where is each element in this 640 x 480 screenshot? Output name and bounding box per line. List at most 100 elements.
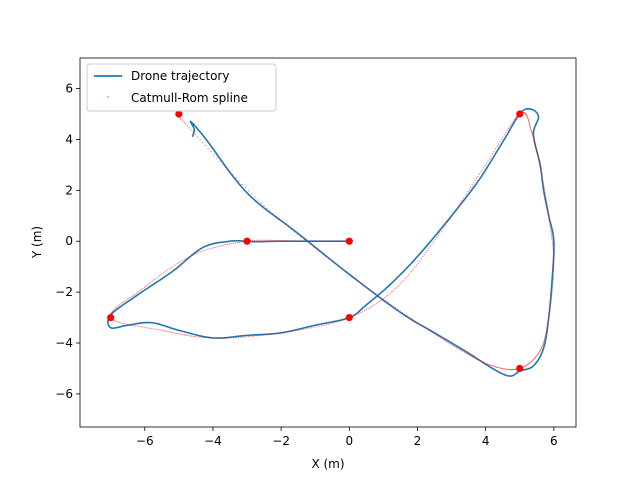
spline-point [420,258,422,260]
spline-point [231,243,233,245]
spline-point [496,145,498,148]
spline-point [328,258,330,260]
spline-point [281,240,283,242]
spline-point [235,336,237,339]
spline-point [145,285,147,287]
spline-point [148,327,150,329]
spline-point [264,239,267,241]
spline-point [319,251,321,253]
spline-point [367,308,369,310]
spline-point [444,340,446,342]
spline-point [112,310,114,312]
spline-point [551,237,553,239]
spline-point [118,321,120,324]
spline-point [297,240,299,242]
spline-point [477,359,479,361]
spline-point [229,243,231,245]
spline-point [222,163,224,166]
spline-point [465,352,467,354]
spline-point [543,339,546,341]
spline-point [529,125,531,128]
spline-point [382,298,385,300]
spline-point [538,351,540,354]
spline-point [534,356,537,359]
spline-point [362,283,364,286]
spline-point [542,179,544,181]
spline-point [476,358,478,360]
spline-point [541,176,543,178]
spline-point [455,346,457,349]
spline-point [531,133,534,135]
spline-point [406,314,408,317]
spline-point [273,333,275,335]
spline-point [473,182,475,184]
spline-point [189,335,191,337]
spline-point [435,334,437,336]
spline-point [539,163,541,166]
spline-point [294,231,296,233]
spline-point [441,338,443,340]
spline-point [553,256,555,258]
spline-point [453,345,455,347]
spline-point [162,272,165,274]
spline-point [375,303,377,305]
spline-point [464,195,466,197]
spline-point [543,342,545,344]
spline-point [434,238,436,241]
spline-point [152,280,154,282]
spline-point [548,315,550,317]
spline-point [433,241,435,243]
spline-point [408,316,410,318]
spline-point [209,248,211,250]
spline-point [536,354,538,356]
spline-point [380,299,382,302]
x-tick-label: −2 [272,434,290,448]
waypoint-markers [107,110,524,373]
spline-point [216,157,218,159]
spline-point [354,277,356,280]
spline-point [530,129,532,131]
spline-point [508,368,510,371]
x-tick-label: 4 [482,434,490,448]
spline-point [378,300,381,303]
spline-point [318,325,320,327]
spline-point [544,190,546,192]
spline-point [180,333,182,335]
spline-point [483,167,485,169]
spline-point [549,310,551,312]
spline-point [305,240,307,242]
series-layer [107,107,555,377]
spline-point [282,331,285,334]
spline-point [553,265,555,267]
spline-point [548,218,550,220]
spline-point [259,239,261,241]
spline-point [339,240,341,242]
spline-point [303,240,305,242]
spline-point [111,311,113,313]
spline-point [372,305,374,307]
spline-point [545,200,548,203]
spline-point [344,318,346,320]
spline-point [547,322,549,325]
spline-point [503,368,505,370]
spline-point [120,322,122,324]
spline-point [217,245,219,248]
spline-point [528,123,531,125]
spline-point [514,118,516,121]
spline-point [459,349,462,351]
spline-point [465,193,468,195]
spline-point [454,211,456,213]
spline-point [139,290,141,292]
spline-point [551,293,553,295]
spline-point [153,328,155,330]
spline-point [277,239,279,242]
spline-point [155,277,157,279]
spline-point [527,119,530,121]
spline-point [451,344,453,346]
spline-point [115,307,117,309]
spline-point [540,169,542,172]
spline-point [496,366,498,368]
spline-point [542,344,544,346]
spline-point [396,286,398,288]
